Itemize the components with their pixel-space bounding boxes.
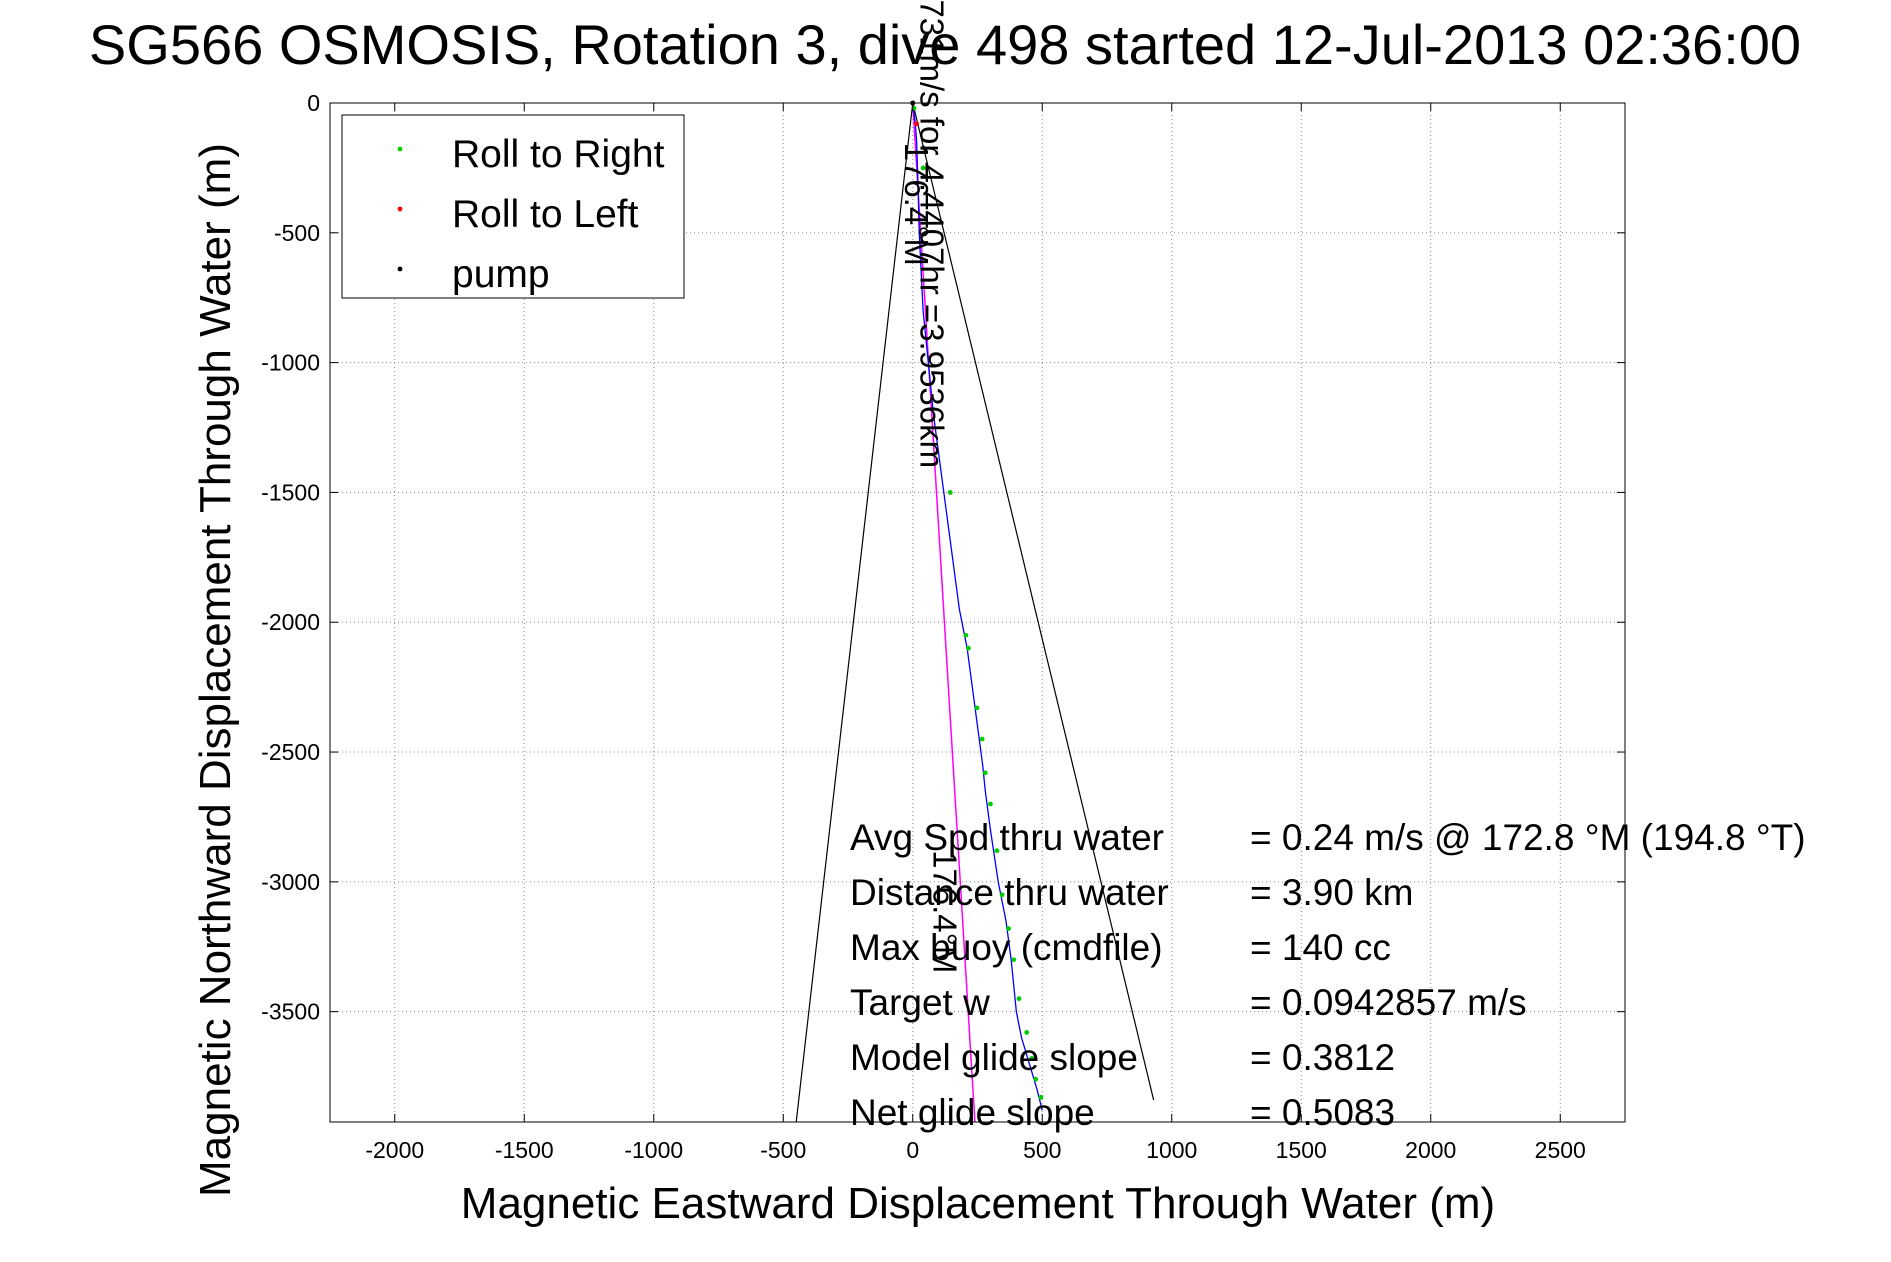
y-tick-label: -500 xyxy=(274,220,320,246)
x-tick-label: -500 xyxy=(760,1137,806,1163)
heading-annotation: 176.4°M xyxy=(898,143,935,266)
model-glide-line xyxy=(912,102,976,1123)
stat-label: Net glide slope xyxy=(850,1092,1095,1133)
stat-value: = 0.3812 xyxy=(1250,1037,1395,1078)
roll-to-right-point xyxy=(1011,957,1017,963)
stats-block: Avg Spd thru water = 0.24 m/s @ 172.8 °M … xyxy=(850,817,1806,1133)
x-tick-label: 2000 xyxy=(1405,1137,1456,1163)
roll-to-right-point xyxy=(994,848,1000,854)
roll-to-left-point xyxy=(914,121,920,127)
x-tick-label: -1000 xyxy=(624,1137,683,1163)
roll-to-right-point xyxy=(1033,1076,1039,1082)
x-tick-label: 2500 xyxy=(1535,1137,1586,1163)
y-tick-label: -3500 xyxy=(261,999,320,1025)
y-axis-label: Magnetic Northward Displacement Through … xyxy=(191,143,240,1197)
envelope-line xyxy=(912,102,1155,1101)
legend-marker-pump xyxy=(397,266,403,272)
y-tick-label: -2500 xyxy=(261,739,320,765)
roll-to-right-point xyxy=(1016,996,1022,1002)
legend: Roll to Right Roll to Left pump xyxy=(341,114,685,299)
roll-to-right-point xyxy=(947,490,953,495)
stat-value: = 0.24 m/s @ 172.8 °M (194.8 °T) xyxy=(1250,817,1806,858)
x-tick-label: -2000 xyxy=(365,1137,424,1163)
roll-to-right-point xyxy=(979,736,985,742)
stat-label: Avg Spd thru water xyxy=(850,817,1164,858)
roll-to-right-point xyxy=(1029,1055,1035,1061)
y-tick-label: 0 xyxy=(307,90,320,116)
y-tick-label: -2000 xyxy=(261,609,320,635)
stat-label: Target w xyxy=(850,982,990,1023)
y-tick-label: -1000 xyxy=(261,350,320,376)
legend-marker-roll-to-right xyxy=(397,146,403,152)
roll-to-right-point xyxy=(974,705,980,711)
axis-ticks: -2000 -1500 -1000 -500 0 500 1000 1500 2000 2500 0… xyxy=(261,90,1625,1163)
stat-value: = 0.0942857 m/s xyxy=(1250,982,1527,1023)
envelope-line xyxy=(795,102,914,1123)
roll-to-right-point xyxy=(963,632,969,638)
chart-title: SG566 OSMOSIS, Rotation 3, dive 498 star… xyxy=(89,13,1801,76)
x-tick-label: 0 xyxy=(906,1137,919,1163)
x-axis-label: Magnetic Eastward Displacement Through W… xyxy=(461,1179,1495,1228)
trajectory-lines xyxy=(795,102,1155,1123)
annotations: 0.24731m/s for 4.4407hr =3.9536km176.4°M… xyxy=(898,0,963,973)
legend-label: Roll to Left xyxy=(452,193,639,236)
roll-to-right-point xyxy=(1038,1094,1044,1100)
y-tick-label: -3000 xyxy=(261,869,320,895)
roll-to-right-point xyxy=(999,892,1005,898)
x-tick-label: 500 xyxy=(1023,1137,1061,1163)
data-points xyxy=(910,100,1044,1100)
roll-to-right-point xyxy=(988,801,993,807)
roll-to-right-point xyxy=(982,770,988,776)
plot-area xyxy=(329,102,1626,1123)
legend-label: Roll to Right xyxy=(452,133,665,176)
roll-to-right-point xyxy=(1006,926,1011,931)
roll-to-right-point xyxy=(966,645,971,651)
legend-marker-roll-to-left xyxy=(397,206,403,212)
legend-label: pump xyxy=(452,253,550,296)
x-tick-label: 1500 xyxy=(1276,1137,1327,1163)
roll-to-right-point xyxy=(1024,1030,1030,1035)
stat-label: Max buoy (cmdfile) xyxy=(850,927,1163,968)
stat-label: Model glide slope xyxy=(850,1037,1138,1078)
stat-value: = 3.90 km xyxy=(1250,872,1414,913)
y-tick-label: -1500 xyxy=(261,479,320,505)
stat-label: Distance thru water xyxy=(850,872,1169,913)
roll-to-right-point xyxy=(920,165,926,171)
heading-annotation: 176.4°M xyxy=(926,850,963,973)
track-line xyxy=(912,102,1043,1111)
stat-value: = 0.5083 xyxy=(1250,1092,1395,1133)
heading-annotation: 0.24731m/s for 4.4407hr =3.9536km xyxy=(914,0,951,468)
x-tick-label: 1000 xyxy=(1146,1137,1197,1163)
x-tick-label: -1500 xyxy=(495,1137,554,1163)
stat-value: = 140 cc xyxy=(1250,927,1391,968)
